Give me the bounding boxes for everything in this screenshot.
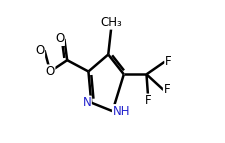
- Text: O: O: [35, 44, 45, 57]
- Text: CH₃: CH₃: [100, 16, 122, 29]
- Text: NH: NH: [112, 105, 130, 118]
- Text: O: O: [55, 32, 64, 45]
- Text: N: N: [83, 96, 91, 109]
- Text: F: F: [165, 55, 171, 68]
- Text: F: F: [145, 94, 151, 107]
- Text: F: F: [164, 83, 170, 96]
- Text: O: O: [46, 65, 55, 78]
